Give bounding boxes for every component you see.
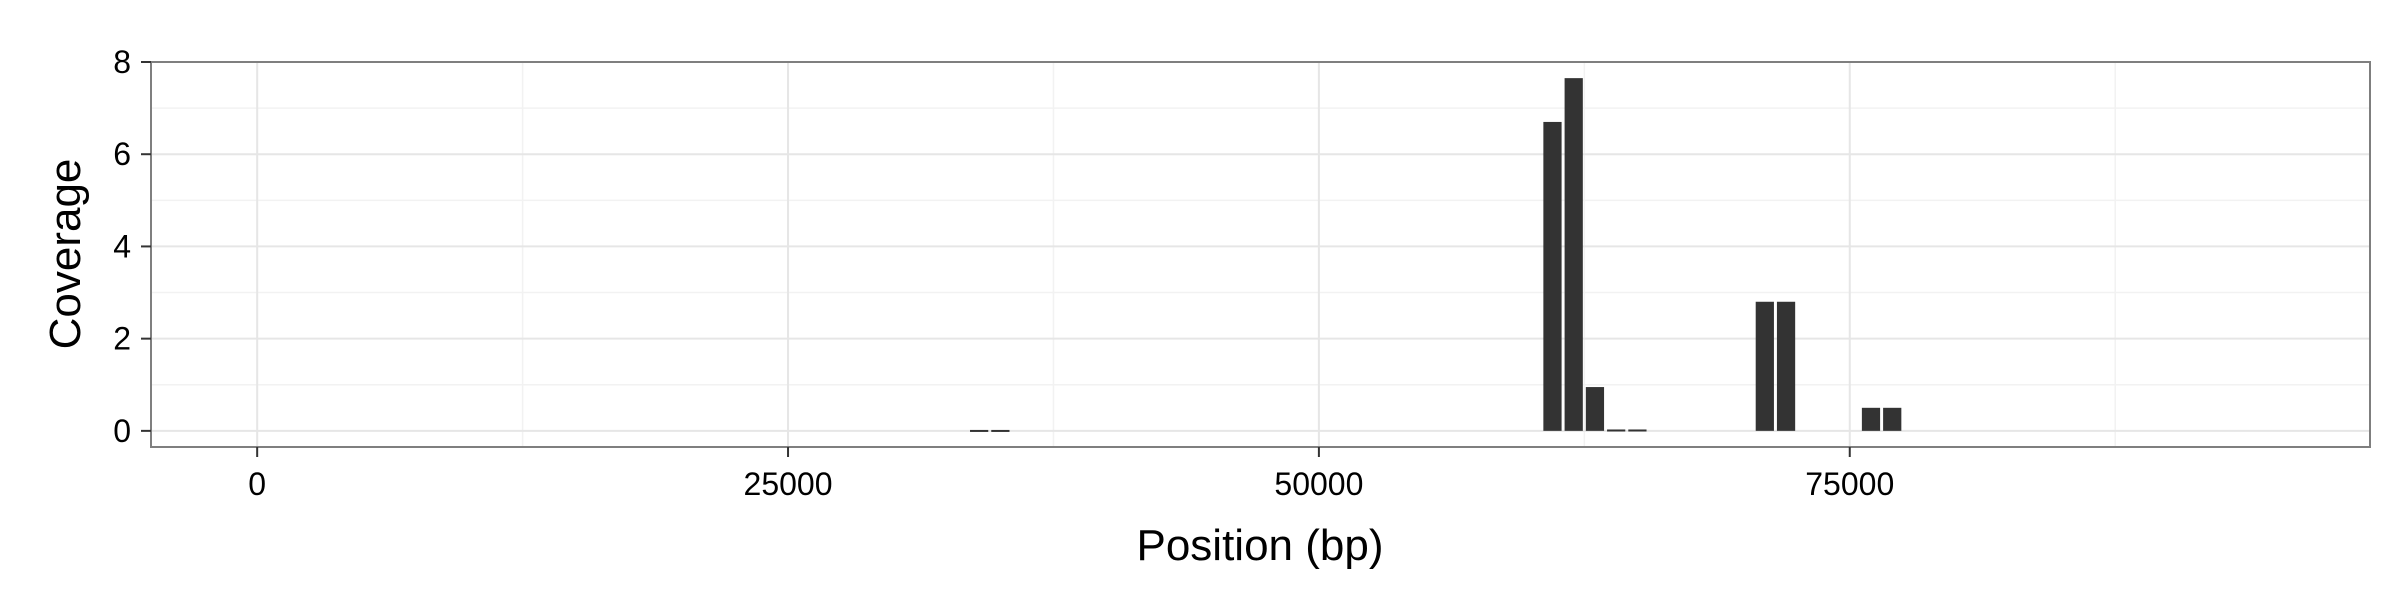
y-tick-label: 4: [113, 228, 131, 264]
bar: [1543, 121, 1562, 431]
x-tick-label: 25000: [744, 466, 833, 502]
x-axis-title: Position (bp): [1136, 521, 1383, 570]
y-axis: 0 2 4 6 8: [113, 44, 151, 449]
bar: [970, 429, 989, 432]
bar: [991, 429, 1010, 432]
plot-frame: [150, 61, 2371, 448]
bar: [1861, 407, 1881, 431]
x-tick-label: 75000: [1805, 466, 1894, 502]
y-tick-label: 6: [113, 136, 131, 172]
y-tick-label: 8: [113, 44, 131, 80]
bar: [1628, 429, 1647, 432]
bar: [1883, 407, 1902, 431]
bar: [1607, 429, 1626, 432]
x-tick-label: 0: [248, 466, 266, 502]
bars-layer: [970, 78, 1902, 432]
y-axis-title: Coverage: [41, 159, 90, 350]
plot-background: [151, 62, 2370, 447]
bar: [1776, 301, 1796, 431]
y-tick-label: 0: [113, 413, 131, 449]
y-tick-label: 2: [113, 321, 131, 357]
x-axis: 0 25000 50000 75000: [248, 447, 1894, 502]
bar: [1585, 387, 1605, 431]
bar: [1564, 78, 1583, 431]
x-tick-label: 50000: [1274, 466, 1363, 502]
bar: [1755, 301, 1774, 431]
